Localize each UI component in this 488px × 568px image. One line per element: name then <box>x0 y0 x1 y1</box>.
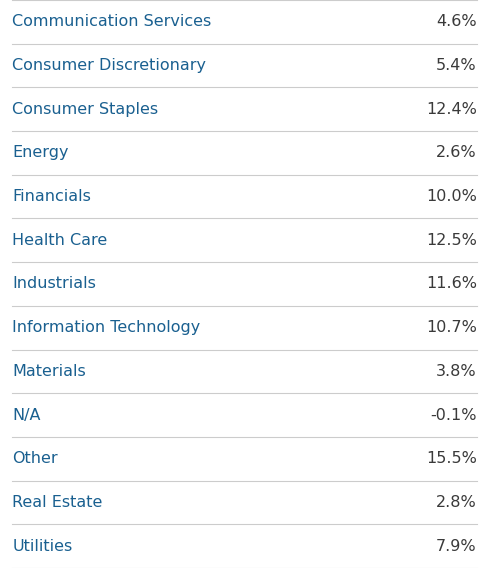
Text: 15.5%: 15.5% <box>425 451 476 466</box>
Text: N/A: N/A <box>12 408 41 423</box>
Text: 4.6%: 4.6% <box>435 14 476 30</box>
Text: Energy: Energy <box>12 145 69 160</box>
Text: 12.4%: 12.4% <box>425 102 476 117</box>
Text: Real Estate: Real Estate <box>12 495 102 510</box>
Text: Communication Services: Communication Services <box>12 14 211 30</box>
Text: 10.7%: 10.7% <box>425 320 476 335</box>
Text: 3.8%: 3.8% <box>435 364 476 379</box>
Text: Consumer Staples: Consumer Staples <box>12 102 158 117</box>
Text: 2.6%: 2.6% <box>435 145 476 160</box>
Text: 11.6%: 11.6% <box>425 277 476 291</box>
Text: Consumer Discretionary: Consumer Discretionary <box>12 58 206 73</box>
Text: Materials: Materials <box>12 364 86 379</box>
Text: 5.4%: 5.4% <box>435 58 476 73</box>
Text: 10.0%: 10.0% <box>425 189 476 204</box>
Text: Other: Other <box>12 451 58 466</box>
Text: Health Care: Health Care <box>12 233 107 248</box>
Text: 12.5%: 12.5% <box>425 233 476 248</box>
Text: Information Technology: Information Technology <box>12 320 200 335</box>
Text: Utilities: Utilities <box>12 538 72 554</box>
Text: 7.9%: 7.9% <box>435 538 476 554</box>
Text: 2.8%: 2.8% <box>435 495 476 510</box>
Text: -0.1%: -0.1% <box>429 408 476 423</box>
Text: Financials: Financials <box>12 189 91 204</box>
Text: Industrials: Industrials <box>12 277 96 291</box>
